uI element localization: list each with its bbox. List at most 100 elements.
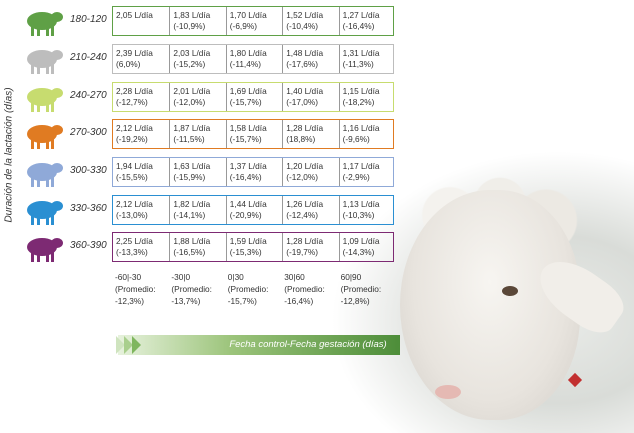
- row-range-label: 210-240: [70, 52, 107, 63]
- table-cell: 1,58 L/día (-15,7%): [225, 120, 282, 148]
- cell-percent: (-17,6%): [286, 59, 319, 69]
- row-cells: 2,28 L/día (-12,7%) 2,01 L/día (-12,0%) 1,69…: [112, 82, 394, 112]
- column-mean-value: -15,7%): [227, 296, 257, 306]
- sheep-photo: [330, 150, 634, 433]
- cell-percent: (-6,9%): [229, 21, 257, 31]
- cell-percent: (-13,3%): [116, 247, 148, 257]
- column-mean-label: (Promedio:: [171, 284, 212, 294]
- cell-percent: (-14,3%): [342, 247, 375, 257]
- table-cell: 1,13 L/día (-10,3%): [338, 196, 395, 224]
- table-cell: 1,48 L/día (-17,6%): [282, 45, 338, 73]
- cell-value: 2,12 L/día: [116, 123, 153, 133]
- cell-value: 2,03 L/día: [173, 48, 211, 58]
- cell-value: 2,12 L/día: [116, 199, 153, 209]
- cell-value: 1,26 L/día: [286, 199, 324, 209]
- sheep-icon: [27, 163, 63, 187]
- table-cell: 2,03 L/día (-15,2%): [169, 45, 225, 73]
- cell-value: 1,28 L/día: [286, 123, 324, 133]
- cell-percent: (-11,3%): [342, 59, 374, 69]
- cell-percent: (-18,2%): [342, 97, 375, 107]
- cell-percent: (-11,4%): [229, 59, 261, 69]
- column-mean-value: -16,4%): [284, 296, 314, 306]
- cell-value: 1,82 L/día: [173, 199, 211, 209]
- row-range-label: 360-390: [70, 240, 107, 251]
- column-label: 30|60 (Promedio: -16,4%): [284, 271, 325, 307]
- cell-percent: (-12,0%): [173, 97, 206, 107]
- table-cell: 1,94 L/día (-15,5%): [113, 158, 169, 186]
- cell-percent: (-10,4%): [286, 21, 319, 31]
- cell-value: 1,87 L/día: [173, 123, 211, 133]
- sheep-icon: [27, 125, 63, 149]
- row-cells: 2,25 L/día (-13,3%) 1,88 L/día (-16,5%) 1,59…: [112, 232, 394, 262]
- table-cell: 1,37 L/día (-16,4%): [225, 158, 282, 186]
- table-cell: 2,25 L/día (-13,3%): [113, 233, 169, 261]
- table-cell: 2,01 L/día (-12,0%): [169, 83, 225, 111]
- row-cells: 1,94 L/día (-15,5%) 1,63 L/día (-15,9%) 1,37…: [112, 157, 394, 187]
- table-cell: 1,63 L/día (-15,9%): [169, 158, 225, 186]
- table-cell: 1,27 L/día (-16,4%): [338, 7, 395, 35]
- cell-value: 1,80 L/día: [229, 48, 267, 58]
- column-mean-label: (Promedio:: [227, 284, 269, 294]
- cell-percent: (-17,0%): [286, 97, 319, 107]
- chevron-icon: [132, 336, 141, 354]
- cell-value: 1,09 L/día: [342, 236, 380, 246]
- table-cell: 1,44 L/día (-20,9%): [225, 196, 282, 224]
- table-cell: 1,09 L/día (-14,3%): [338, 233, 395, 261]
- y-axis-label-text: Duración de la lactación (días): [3, 87, 15, 223]
- table-cell: 1,82 L/día (-14,1%): [169, 196, 225, 224]
- table-cell: 2,12 L/día (-19,2%): [113, 120, 169, 148]
- cell-value: 1,63 L/día: [173, 161, 211, 171]
- row-range-label: 180-120: [70, 14, 107, 25]
- table-cell: 1,17 L/día (-2,9%): [338, 158, 395, 186]
- sheep-icon: [27, 50, 63, 74]
- cell-percent: (-20,9%): [229, 210, 262, 220]
- cell-value: 2,05 L/día: [116, 10, 153, 20]
- cell-percent: (-12,7%): [116, 97, 148, 107]
- cell-value: 1,28 L/día: [286, 236, 324, 246]
- table-cell: 2,39 L/día (6,0%): [113, 45, 169, 73]
- table-cell: 1,28 L/día (-19,7%): [282, 233, 338, 261]
- cell-value: 1,88 L/día: [173, 236, 211, 246]
- cell-percent: (-2,9%): [342, 172, 370, 182]
- cell-value: 1,40 L/día: [286, 86, 324, 96]
- table-cell: 1,16 L/día (-9,6%): [338, 120, 395, 148]
- cell-value: 2,01 L/día: [173, 86, 211, 96]
- cell-value: 1,37 L/día: [229, 161, 267, 171]
- cell-percent: (-9,6%): [342, 134, 370, 144]
- table-cell: 1,52 L/día (-10,4%): [282, 7, 338, 35]
- cell-percent: (-16,4%): [342, 21, 375, 31]
- cell-percent: (-19,2%): [116, 134, 148, 144]
- y-axis-label: Duración de la lactación (días): [0, 40, 18, 270]
- cell-percent: (-12,4%): [286, 210, 319, 220]
- table-cell: 1,28 L/día (18,8%): [282, 120, 338, 148]
- table-cell: 2,05 L/día: [113, 7, 169, 35]
- cell-percent: (-15,5%): [116, 172, 148, 182]
- cell-value: 1,17 L/día: [342, 161, 380, 171]
- sheep-icon: [27, 88, 63, 112]
- column-label: 60|90 (Promedio: -12,8%): [341, 271, 382, 307]
- cell-value: 1,27 L/día: [342, 10, 380, 20]
- sheep-icon: [27, 12, 63, 36]
- cell-percent: (-15,7%): [229, 97, 262, 107]
- table-cell: 1,80 L/día (-11,4%): [225, 45, 282, 73]
- cell-percent: (-15,9%): [173, 172, 206, 182]
- column-range: 60|90: [340, 272, 362, 282]
- cell-value: 1,44 L/día: [229, 199, 267, 209]
- cell-percent: (-15,3%): [229, 247, 262, 257]
- cell-percent: (-15,7%): [229, 134, 262, 144]
- x-axis-band: Fecha control-Fecha gestación (días): [116, 335, 400, 355]
- cell-percent: (-12,0%): [286, 172, 319, 182]
- cell-percent: (-16,4%): [229, 172, 262, 182]
- cell-value: 1,16 L/día: [342, 123, 380, 133]
- cell-value: 2,39 L/día: [116, 48, 153, 58]
- row-range-label: 240-270: [70, 90, 107, 101]
- column-label: -60|-30 (Promedio: -12,3%): [115, 271, 156, 307]
- row-cells: 2,05 L/día 1,83 L/día (-10,9%) 1,70 L/día (-…: [112, 6, 394, 36]
- cell-percent: (6,0%): [116, 59, 141, 69]
- table-cell: 1,31 L/día (-11,3%): [338, 45, 395, 73]
- chevron-icon: [124, 336, 133, 354]
- column-label: 0|30 (Promedio: -15,7%): [228, 271, 269, 307]
- cell-value: 1,48 L/día: [286, 48, 324, 58]
- cell-percent: (-16,5%): [173, 247, 206, 257]
- row-range-label: 330-360: [70, 203, 107, 214]
